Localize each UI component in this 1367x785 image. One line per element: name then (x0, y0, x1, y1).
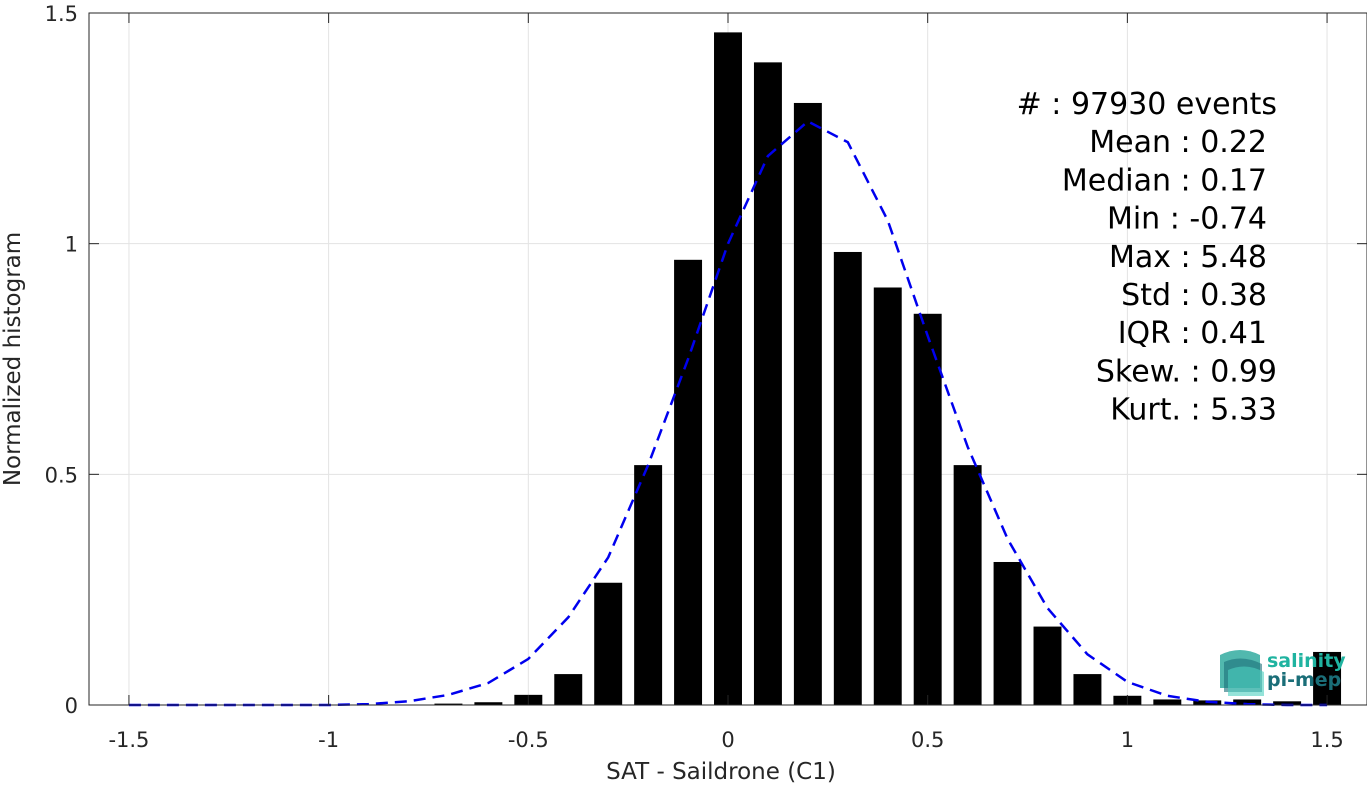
x-tick-label: -1.5 (108, 728, 149, 752)
histogram-bar (674, 259, 703, 705)
stats-line: Skew. : 0.99 (1096, 354, 1277, 389)
stats-line: # : 97930 events (1017, 87, 1277, 122)
histogram-bar (1153, 699, 1182, 705)
histogram-bar (1073, 674, 1102, 705)
histogram-bars (434, 32, 1342, 706)
y-axis-label: Normalized histogram (0, 232, 26, 486)
x-tick-label: 1 (1121, 728, 1134, 752)
y-tick-label: 0.5 (45, 463, 78, 487)
x-tick-label: -0.5 (508, 728, 549, 752)
histogram-bar (993, 561, 1022, 705)
histogram-bar (474, 702, 503, 705)
histogram-bar (634, 465, 663, 705)
x-tick-label: -1 (318, 728, 339, 752)
logo-line1: salinity (1267, 650, 1346, 672)
histogram-bar (913, 313, 942, 705)
histogram-bar (793, 102, 822, 705)
histogram-bar (753, 62, 782, 705)
stats-line: Min : -0.74 (1107, 202, 1267, 237)
histogram-bar (434, 703, 463, 705)
x-tick-label: 0 (721, 728, 734, 752)
stats-line: Median : 0.17 (1062, 163, 1267, 198)
logo-wave-icon (1220, 650, 1264, 696)
stats-line: Std : 0.38 (1121, 278, 1267, 313)
logo-line2: pi-mep (1267, 669, 1341, 691)
y-tick-label: 1 (65, 233, 78, 257)
histogram-bar (594, 582, 623, 705)
histogram-bar (554, 674, 583, 705)
stats-line: Max : 5.48 (1109, 240, 1267, 275)
histogram-bar (1273, 701, 1302, 705)
x-tick-label: 0.5 (911, 728, 944, 752)
histogram-bar (1033, 626, 1062, 705)
stats-line: Mean : 0.22 (1089, 125, 1267, 160)
histogram-bar (873, 287, 902, 705)
axes (88, 12, 1367, 706)
stats-line: IQR : 0.41 (1118, 316, 1267, 351)
tick-labels: -1.5 -1 -0.5 0 0.5 1 1.5 0 0.5 1 1.5 (45, 2, 1344, 752)
salinity-pi-mep-logo: salinity pi-mep (1220, 650, 1346, 696)
stats-line: Kurt. : 5.33 (1110, 393, 1277, 428)
histogram-bar (1233, 699, 1262, 705)
histogram-bar (953, 465, 982, 705)
histogram-bar (714, 32, 742, 706)
x-tick-label: 1.5 (1310, 728, 1343, 752)
histogram-bar (833, 251, 862, 705)
x-axis-label: SAT - Saildrone (C1) (606, 759, 836, 785)
y-tick-label: 0 (65, 694, 78, 718)
y-tick-label: 1.5 (45, 2, 78, 26)
